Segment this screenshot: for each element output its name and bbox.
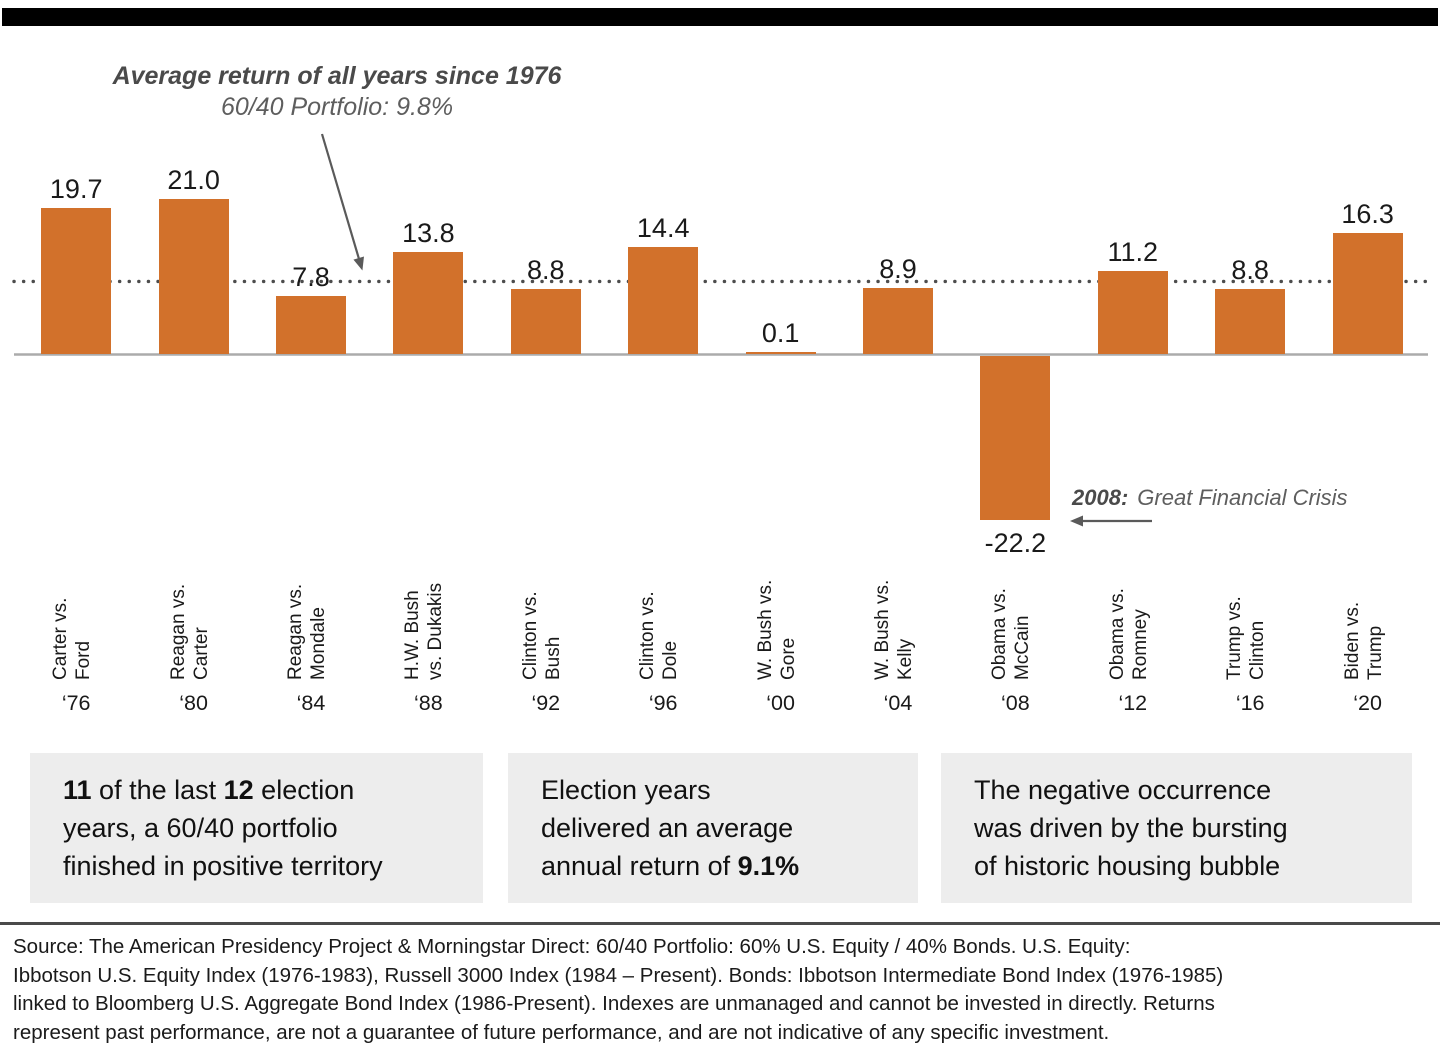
year-label: ‘96: [648, 691, 678, 715]
matchup-label: Reagan vs. Mondale: [285, 583, 329, 680]
source-line: Ibbotson U.S. Equity Index (1976-1983), …: [13, 963, 1224, 987]
bar-value-label: 11.2: [1107, 237, 1159, 268]
matchup-label: Obama vs. McCain: [989, 588, 1034, 680]
bar-value-label: 21.0: [167, 164, 220, 195]
average-return-annotation: Average return of all years since 1976 6…: [86, 61, 588, 123]
bar: [745, 352, 816, 354]
callout-line: was driven by the bursting: [974, 813, 1288, 843]
crisis-annotation-text: Great Financial Crisis: [1137, 485, 1348, 510]
callout-line: annual return of 9.1%: [541, 851, 800, 881]
year-label: ‘92: [531, 691, 561, 715]
bar: [276, 296, 346, 354]
crisis-annotation-year: 2008:: [1072, 485, 1129, 510]
source-line: linked to Bloomberg U.S. Aggregate Bond …: [13, 992, 1215, 1016]
callout-line: delivered an average: [541, 813, 794, 843]
year-label: ‘16: [1235, 691, 1265, 715]
callout-box: The negative occurrence was driven by the…: [941, 753, 1412, 903]
bar: [863, 288, 933, 354]
bar: [1215, 288, 1286, 354]
matchup-label: Clinton vs. Bush: [519, 591, 564, 680]
matchup-label: W. Bush vs. Kelly: [872, 579, 916, 680]
year-label: ‘20: [1353, 691, 1382, 715]
callout-line: The negative occurrence: [974, 775, 1272, 805]
annotation-arrow: [320, 133, 364, 271]
bar-value-label: 7.8: [292, 262, 330, 293]
source-line: Source: The American Presidency Project …: [13, 935, 1131, 958]
bar: [980, 355, 1051, 520]
callout-line: years, a 60/40 portfolio: [63, 813, 338, 843]
average-annotation-title: Average return of all years since 1976: [112, 62, 562, 90]
matchup-label: Biden vs. Trump: [1341, 601, 1386, 680]
year-label: ‘04: [883, 691, 913, 715]
bar: [628, 247, 699, 354]
callout-line: of historic housing bubble: [974, 851, 1281, 881]
year-label: ‘80: [179, 691, 208, 715]
callout-line: finished in positive territory: [63, 851, 383, 881]
year-label: ‘12: [1118, 691, 1148, 715]
source-line: represent past performance, are not a gu…: [13, 1020, 1110, 1044]
year-label: ‘76: [61, 691, 91, 715]
bar: [158, 198, 229, 354]
crisis-annotation: 2008: Great Financial Crisis: [1072, 485, 1348, 511]
bar-value-label: 13.8: [402, 217, 455, 248]
callout-box: Election years delivered an average annual…: [508, 753, 918, 903]
matchup-label: Trump vs. Clinton: [1224, 596, 1269, 680]
bar-value-label: 0.1: [761, 318, 800, 348]
callout-line: 11 of the last 12 election: [63, 775, 355, 805]
bar-value-label: 19.7: [49, 174, 103, 205]
matchup-label: Clinton vs. Dole: [637, 591, 682, 680]
bar-value-label: -22.2: [984, 528, 1047, 559]
bar-value-label: 8.8: [1231, 254, 1269, 285]
bar-value-label: 16.3: [1341, 199, 1394, 230]
matchup-label: W. Bush vs. Gore: [754, 579, 799, 680]
bar: [41, 208, 112, 354]
year-label: ‘08: [1001, 691, 1030, 715]
bar-value-label: 8.8: [527, 254, 565, 285]
matchup-label: Obama vs. Romney: [1106, 588, 1151, 680]
bar-value-label: 8.9: [879, 254, 917, 285]
bar: [1332, 233, 1403, 354]
callout-line: Election years: [541, 775, 711, 805]
bar: [393, 251, 464, 354]
year-label: ‘84: [296, 691, 326, 715]
callout-box: 11 of the last 12 election years, a 60/40…: [30, 753, 483, 903]
matchup-label: H.W. Bush vs. Dukakis: [402, 582, 447, 680]
year-label: ‘00: [766, 691, 795, 715]
source-text: Source: The American Presidency Project …: [13, 933, 1437, 1047]
footer-divider: [0, 922, 1440, 925]
bar: [1097, 271, 1168, 354]
average-annotation-subtitle: 60/40 Portfolio: 9.8%: [220, 93, 454, 121]
matchup-label: Reagan vs. Carter: [167, 583, 212, 680]
year-label: ‘88: [414, 691, 443, 715]
matchup-label: Carter vs. Ford: [50, 597, 95, 680]
bar: [510, 288, 581, 354]
top-accent-bar: [2, 8, 1438, 26]
bar-value-label: 14.4: [636, 213, 690, 244]
